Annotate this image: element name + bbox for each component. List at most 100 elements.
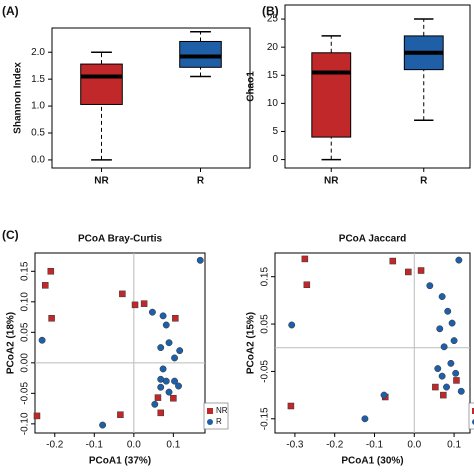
point xyxy=(176,347,184,355)
x-tick-label: -0.2 xyxy=(326,440,344,451)
plot-frame xyxy=(51,27,251,169)
point xyxy=(405,268,412,276)
plot-frame xyxy=(34,252,206,434)
x-tick-label: -0.3 xyxy=(286,440,304,451)
point xyxy=(426,282,434,290)
y-tick-label: 0.05 xyxy=(260,314,271,334)
point xyxy=(417,267,425,274)
point xyxy=(42,282,49,289)
x-tick-label: R xyxy=(197,176,205,187)
point xyxy=(38,336,46,344)
point xyxy=(170,394,177,402)
point xyxy=(455,256,463,264)
point xyxy=(172,315,179,322)
y-tick-label: 10 xyxy=(267,98,279,109)
point xyxy=(157,344,165,352)
y-tick-label: -0.10 xyxy=(20,412,31,435)
panel-label: (A) xyxy=(2,4,19,18)
point xyxy=(434,365,442,373)
y-axis-label: Chao1 xyxy=(246,71,257,102)
point xyxy=(457,387,465,395)
x-tick-label: NR xyxy=(324,176,339,187)
x-tick-label: -0.2 xyxy=(46,440,64,451)
plot-frame xyxy=(274,252,471,434)
point xyxy=(33,412,41,420)
point xyxy=(301,255,309,263)
chart-title: PCoA Jaccard xyxy=(339,234,406,245)
point xyxy=(154,394,162,401)
y-tick-label: 15 xyxy=(267,70,279,81)
point xyxy=(438,372,446,380)
point xyxy=(438,293,446,301)
point xyxy=(447,359,455,367)
point xyxy=(131,301,139,309)
legend-swatch xyxy=(472,408,474,414)
point xyxy=(157,375,165,383)
chart-title: PCoA Bray-Curtis xyxy=(78,234,163,245)
point xyxy=(171,377,179,385)
point xyxy=(162,321,170,329)
y-tick-label: 0.10 xyxy=(20,292,31,312)
y-tick-label: 25 xyxy=(267,14,279,25)
point xyxy=(47,268,55,275)
point xyxy=(175,382,182,390)
point xyxy=(140,300,148,307)
y-tick-label: 0 xyxy=(272,154,278,165)
point xyxy=(157,409,164,417)
y-tick-label: 0.15 xyxy=(20,261,31,281)
legend-box xyxy=(203,402,229,430)
legend-swatch xyxy=(207,419,213,425)
y-axis-label: Shannon Index xyxy=(13,62,24,134)
point xyxy=(148,308,156,316)
x-tick-label: 0.1 xyxy=(447,440,461,451)
y-axis-label: PCoA2 (15%) xyxy=(246,312,257,374)
point xyxy=(159,312,167,320)
point xyxy=(453,377,460,384)
legend-box xyxy=(468,402,474,430)
y-tick-label: 20 xyxy=(267,42,279,53)
y-tick-label: -0.15 xyxy=(260,407,271,430)
x-tick-label: -0.1 xyxy=(366,440,384,451)
box xyxy=(80,63,123,105)
plot-frame xyxy=(284,4,471,169)
point xyxy=(448,319,456,327)
x-tick-label: -0.1 xyxy=(86,440,104,451)
point xyxy=(303,281,311,288)
x-tick-label: 0.0 xyxy=(407,440,421,451)
box xyxy=(179,40,222,68)
y-tick-label: 5 xyxy=(272,126,278,137)
point xyxy=(288,321,296,329)
point xyxy=(389,257,397,265)
y-tick-label: 0.0 xyxy=(31,155,45,166)
point xyxy=(432,383,439,391)
x-tick-label: 0.0 xyxy=(127,440,141,451)
x-tick-label: NR xyxy=(94,176,109,187)
y-tick-label: 1.5 xyxy=(31,74,45,85)
panel-label: (B) xyxy=(262,4,279,18)
point xyxy=(157,383,165,391)
y-tick-label: -0.05 xyxy=(20,382,31,405)
point xyxy=(450,337,458,345)
point xyxy=(117,411,124,418)
y-tick-label: 0.5 xyxy=(31,128,45,139)
point xyxy=(444,307,452,315)
legend-swatch xyxy=(207,408,213,414)
point xyxy=(440,343,448,351)
point xyxy=(151,400,159,408)
point xyxy=(196,256,204,264)
y-tick-label: 0.00 xyxy=(20,353,31,373)
y-tick-label: 0.05 xyxy=(20,322,31,342)
y-tick-label: 1.0 xyxy=(31,101,45,112)
point xyxy=(119,290,126,298)
point xyxy=(171,354,179,362)
point xyxy=(443,383,450,391)
panel-label: (C) xyxy=(2,228,19,242)
x-tick-label: 0.1 xyxy=(166,440,180,451)
point xyxy=(440,391,447,399)
point xyxy=(165,339,173,347)
x-tick-label: R xyxy=(420,176,428,187)
point xyxy=(452,369,460,377)
legend-label: R xyxy=(216,417,222,426)
box xyxy=(311,52,352,138)
